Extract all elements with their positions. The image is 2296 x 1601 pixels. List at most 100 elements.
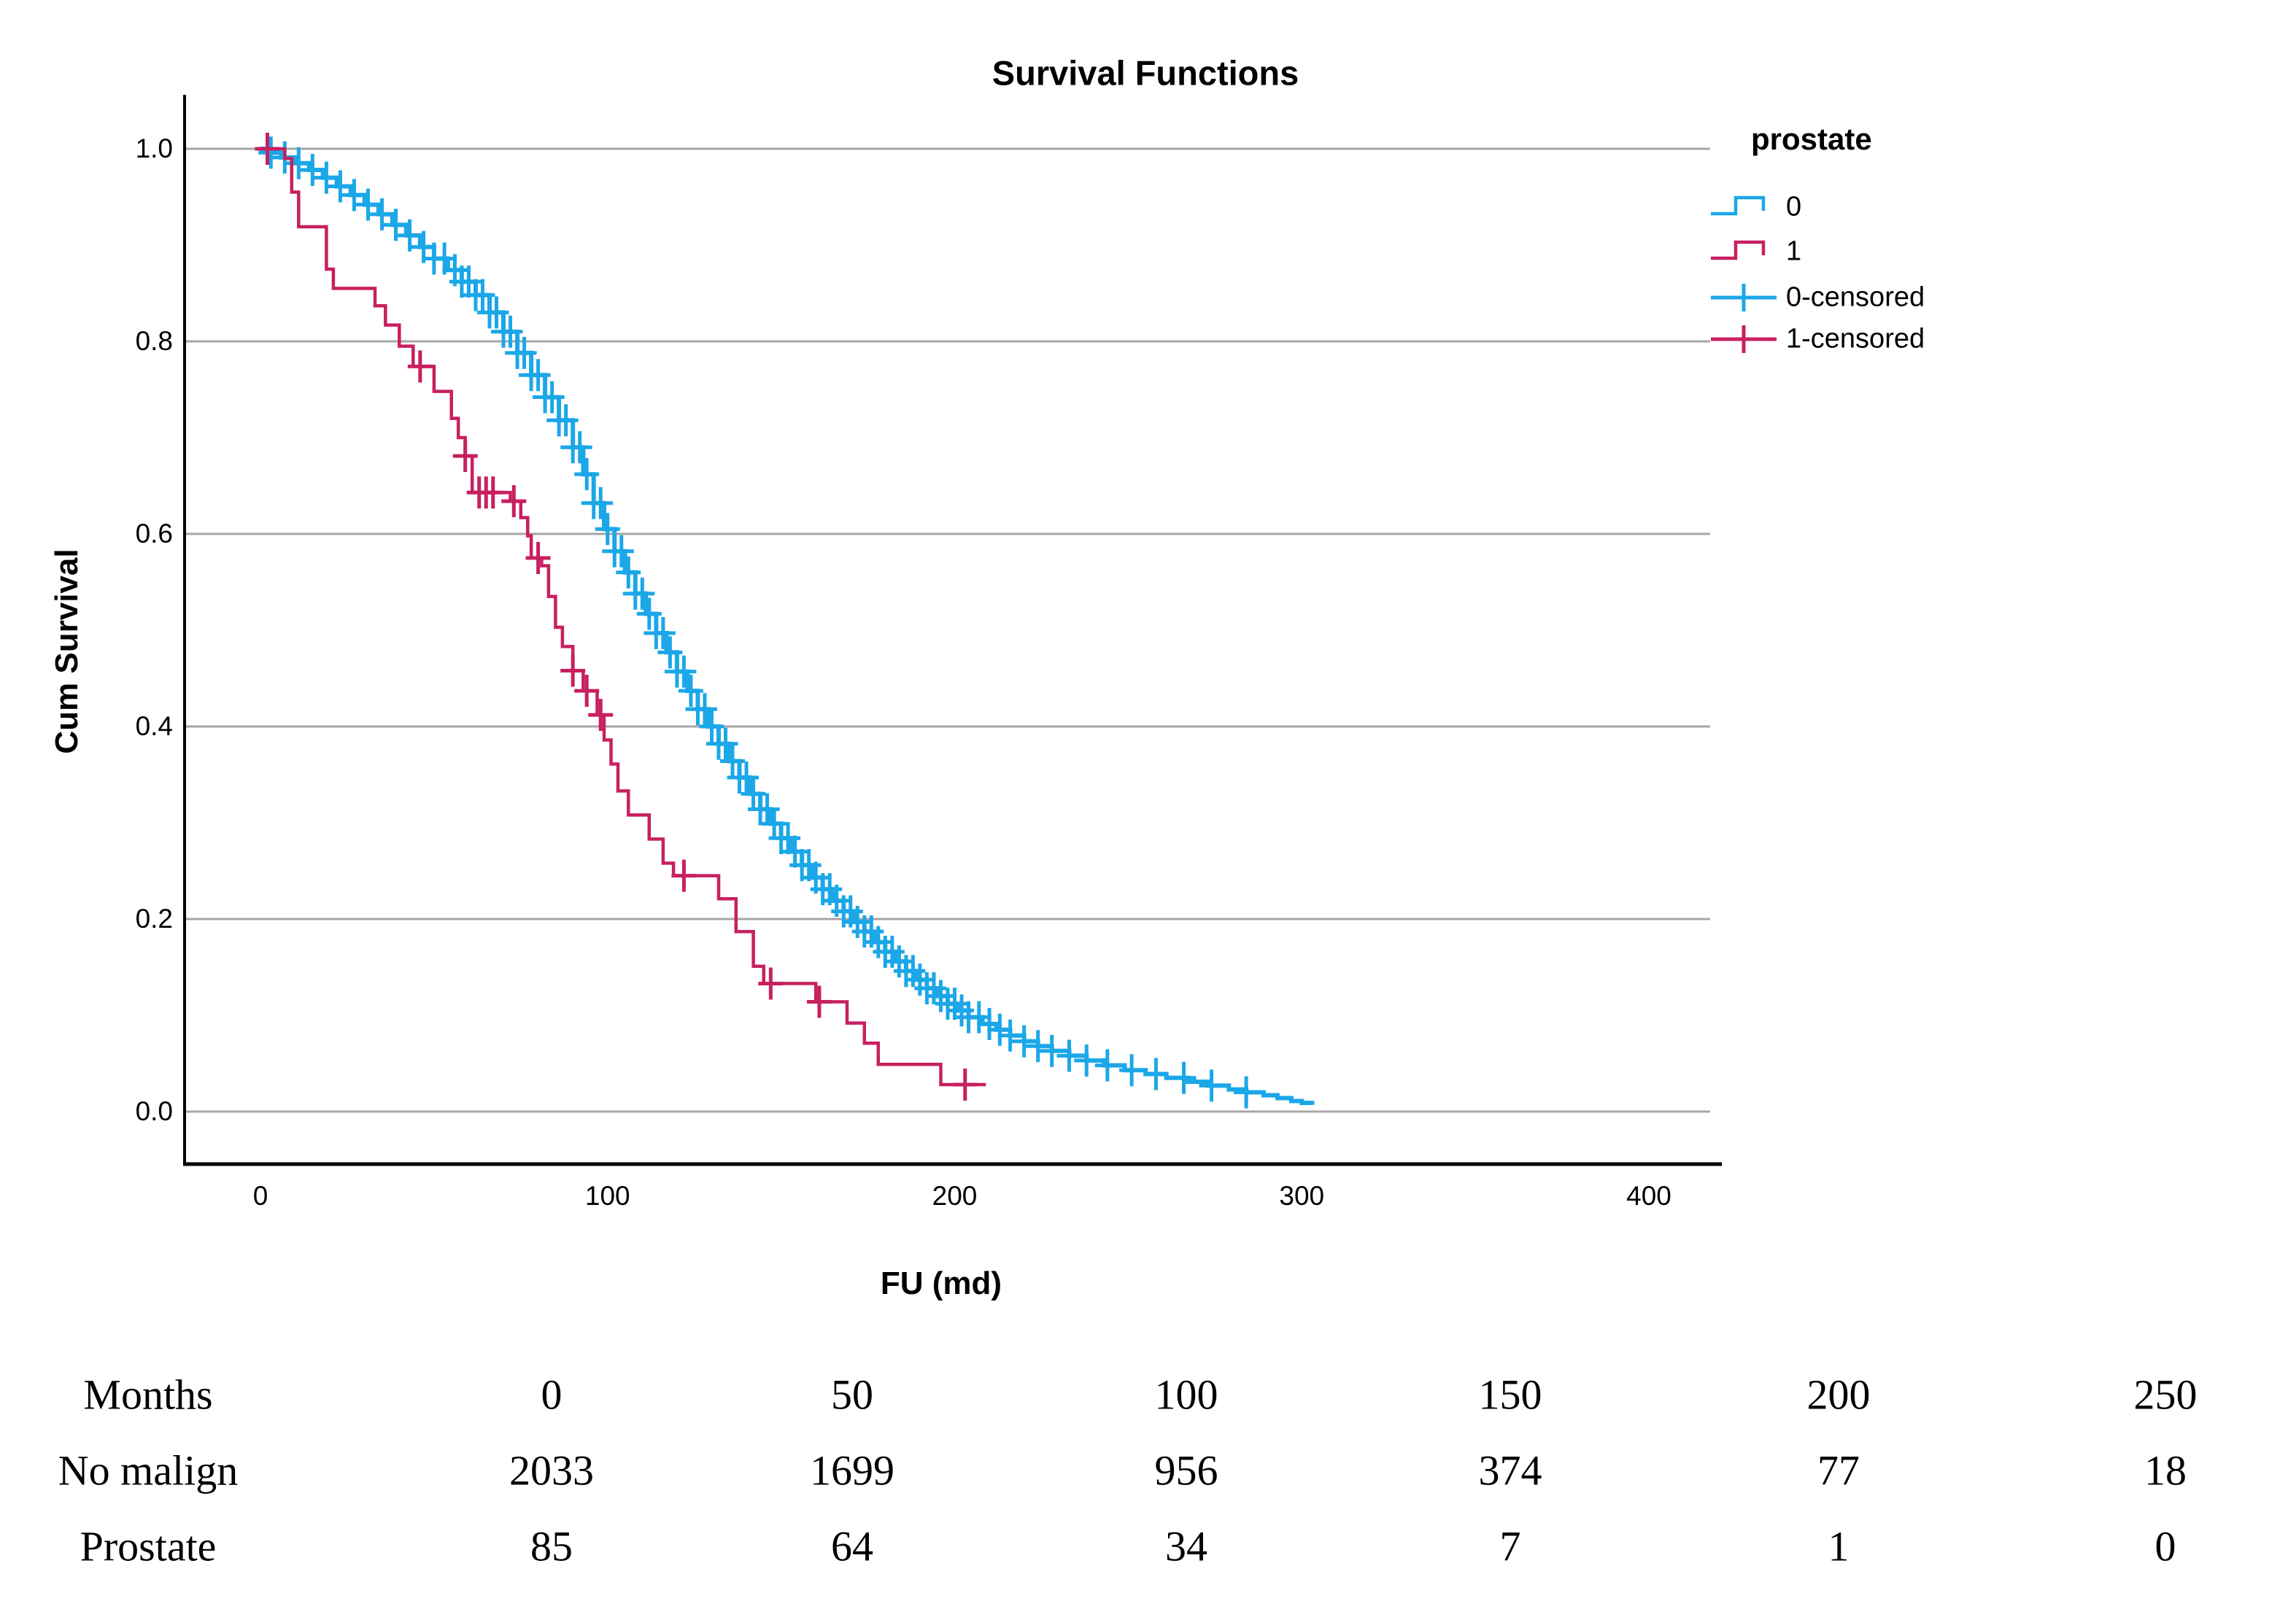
x-axis-title: FU (md) (880, 1265, 1002, 1301)
legend-label-0: 0 (1786, 191, 1802, 222)
censor-mark-0 (1119, 1054, 1145, 1087)
risk-table-cell: 85 (530, 1522, 573, 1570)
censor-mark-0 (1074, 1044, 1099, 1077)
risk-table-cell: 150 (1478, 1371, 1542, 1419)
risk-table-cell: 200 (1806, 1371, 1871, 1419)
plus-censor-icon (1711, 284, 1777, 311)
censor-mark-0 (314, 161, 339, 194)
step-line-icon (1711, 240, 1766, 260)
y-tick-label-0.6: 0.6 (135, 519, 173, 548)
censor-mark-0 (574, 458, 600, 491)
censor-mark-0 (1199, 1069, 1224, 1102)
censor-mark-0 (616, 556, 641, 589)
legend-key-0-censored (1711, 283, 1778, 312)
y-tick-label-1.0: 1.0 (135, 133, 173, 163)
legend-key-0 (1711, 193, 1778, 222)
censor-mark-0 (630, 577, 655, 610)
censor-mark-0 (966, 1001, 992, 1034)
censor-mark-0 (1039, 1034, 1064, 1067)
censor-mark-1 (501, 485, 527, 518)
risk-table-cell: 7 (1499, 1522, 1521, 1570)
risk-table-cell: 50 (831, 1371, 873, 1419)
legend-label-1-censored: 1-censored (1786, 323, 1925, 354)
risk-table-row-label-prostate: Prostate (80, 1522, 217, 1570)
risk-table-cell: 0 (2154, 1522, 2176, 1570)
legend-key-1 (1711, 237, 1778, 266)
x-tick-label-100: 100 (584, 1181, 630, 1211)
censor-mark-1 (480, 476, 506, 509)
y-tick-label-0.0: 0.0 (135, 1096, 173, 1126)
censor-mark-1 (671, 859, 697, 892)
censor-mark-0 (1171, 1061, 1197, 1094)
censor-mark-0 (1056, 1039, 1082, 1072)
censor-mark-0 (511, 336, 537, 369)
censor-mark-0 (470, 279, 495, 311)
censor-mark-0 (608, 535, 634, 567)
censor-mark-1 (255, 133, 280, 165)
censor-mark-0 (713, 727, 738, 760)
censor-mark-0 (1025, 1030, 1051, 1063)
censor-mark-0 (657, 636, 683, 669)
censor-mark-1 (560, 654, 586, 687)
censor-mark-0 (484, 296, 509, 329)
y-tick-label-0.8: 0.8 (135, 326, 173, 356)
legend-label-1: 1 (1786, 236, 1802, 267)
risk-table-cell: 374 (1478, 1446, 1542, 1495)
censor-mark-0 (397, 219, 422, 252)
censor-mark-0 (588, 486, 614, 519)
risk-table-cell: 100 (1154, 1371, 1218, 1419)
risk-table-cell: 956 (1154, 1446, 1218, 1495)
censor-mark-0 (341, 179, 367, 212)
risk-table-row-label-no-malign: No malign (58, 1446, 239, 1495)
y-tick-label-0.2: 0.2 (135, 904, 173, 934)
censor-mark-1 (952, 1069, 978, 1101)
censor-mark-0 (595, 513, 620, 546)
censor-mark-0 (258, 136, 284, 169)
censor-mark-1 (525, 542, 551, 574)
censor-mark-0 (997, 1019, 1023, 1052)
censor-mark-0 (692, 693, 717, 726)
censor-mark-0 (671, 655, 697, 688)
risk-table-cell: 250 (2133, 1371, 2198, 1419)
risk-table-cell: 34 (1165, 1522, 1207, 1570)
risk-table-cell: 77 (1817, 1446, 1860, 1495)
censor-mark-0 (720, 745, 746, 778)
x-tick-label-400: 400 (1626, 1181, 1671, 1211)
censor-mark-0 (567, 431, 592, 464)
censor-mark-1 (407, 350, 433, 383)
censor-mark-1 (758, 967, 784, 1000)
censor-mark-0 (636, 597, 662, 630)
x-tick-label-0: 0 (252, 1181, 268, 1211)
risk-table-cell: 0 (541, 1371, 563, 1419)
censor-mark-0 (286, 147, 312, 179)
censor-mark-0 (1143, 1058, 1169, 1090)
survival-curve-1 (260, 147, 986, 1087)
chart-title: Survival Functions (992, 53, 1299, 93)
risk-table-row-label-months: Months (83, 1371, 213, 1419)
censor-mark-0 (987, 1013, 1013, 1046)
x-tick-label-300: 300 (1279, 1181, 1325, 1211)
censor-mark-0 (650, 616, 676, 649)
risk-table-cell: 18 (2144, 1446, 2187, 1495)
legend-key-1-censored (1711, 325, 1778, 354)
step-line-icon (1711, 195, 1766, 216)
censor-mark-0 (1234, 1076, 1259, 1109)
plus-censor-icon (1711, 325, 1777, 353)
risk-table-cell: 2033 (509, 1446, 594, 1495)
legend-title: prostate (1751, 122, 1872, 156)
censor-mark-0 (553, 404, 579, 437)
risk-table-cell: 64 (831, 1522, 873, 1570)
censor-mark-0 (1011, 1025, 1037, 1058)
censor-mark-1 (452, 440, 478, 473)
risk-table-cell: 1699 (810, 1446, 894, 1495)
censor-mark-0 (525, 359, 551, 392)
censor-mark-0 (383, 209, 409, 241)
y-axis-title: Cum Survival (49, 548, 85, 754)
censor-mark-1 (588, 699, 614, 732)
censor-mark-0 (369, 198, 395, 230)
censor-mark-0 (539, 381, 565, 414)
censor-mark-0 (734, 761, 759, 794)
risk-table-cell: 1 (1828, 1522, 1849, 1570)
